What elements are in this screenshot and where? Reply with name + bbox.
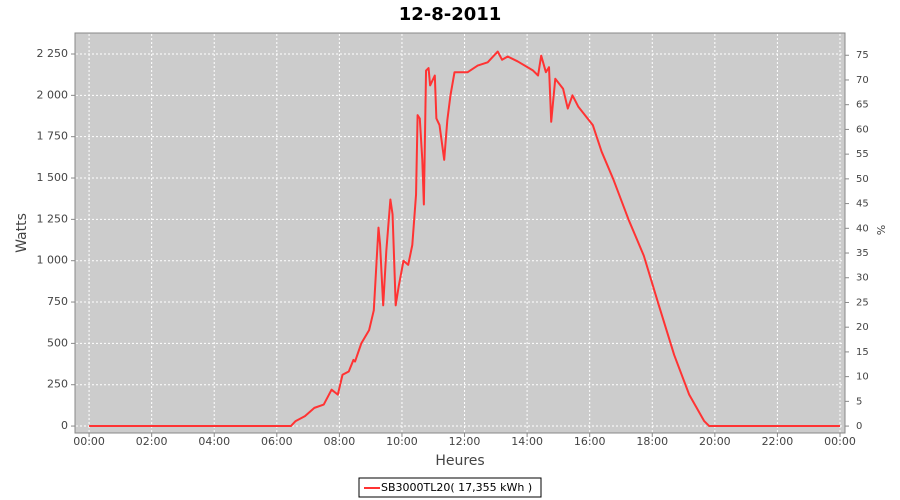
- x-tick-label: 12:00: [449, 435, 481, 448]
- y2-tick-label: 15: [856, 347, 869, 358]
- x-tick-label: 20:00: [699, 435, 731, 448]
- y-tick-label: 750: [47, 295, 68, 308]
- y2-tick-label: 45: [856, 199, 869, 210]
- y2-tick-label: 70: [856, 75, 869, 86]
- x-tick-label: 06:00: [261, 435, 293, 448]
- y2-tick-label: 75: [856, 50, 869, 61]
- y2-axis-label: %: [875, 225, 888, 235]
- y2-tick-label: 30: [856, 273, 869, 284]
- y-tick-label: 500: [47, 336, 68, 349]
- y-tick-label: 2 250: [37, 47, 69, 60]
- y-axis-label: Watts: [14, 213, 30, 253]
- y2-tick-label: 0: [856, 421, 862, 432]
- legend-label: SB3000TL20( 17,355 kWh ): [381, 481, 532, 494]
- y-tick-label: 1 000: [37, 254, 69, 267]
- y2-tick-label: 50: [856, 174, 869, 185]
- x-axis-label: Heures: [435, 453, 484, 469]
- x-tick-label: 00:00: [73, 435, 105, 448]
- y2-tick-label: 35: [856, 248, 869, 259]
- y-tick-label: 1 500: [37, 171, 69, 184]
- x-tick-label: 14:00: [511, 435, 543, 448]
- y2-tick-label: 25: [856, 297, 869, 308]
- chart-title: 12-8-2011: [399, 4, 502, 25]
- y-tick-label: 0: [61, 419, 68, 432]
- plot-area: [74, 32, 846, 434]
- x-tick-label: 16:00: [574, 435, 606, 448]
- y2-tick-label: 40: [856, 223, 869, 234]
- legend: [358, 477, 542, 498]
- y2-tick-label: 10: [856, 372, 869, 383]
- x-tick-label: 08:00: [324, 435, 356, 448]
- data-line: [89, 50, 840, 428]
- x-tick-label: 18:00: [636, 435, 668, 448]
- y-tick-label: 2 000: [37, 88, 69, 101]
- y2-tick-label: 55: [856, 149, 869, 160]
- y-tick-label: 250: [47, 378, 68, 391]
- x-tick-label: 04:00: [198, 435, 230, 448]
- y2-tick-label: 5: [856, 396, 862, 407]
- x-tick-label: 02:00: [136, 435, 168, 448]
- y2-tick-label: 60: [856, 124, 869, 135]
- y-tick-label: 1 250: [37, 212, 69, 225]
- x-tick-label: 00:00: [824, 435, 856, 448]
- y2-tick-label: 65: [856, 100, 869, 111]
- y2-tick-label: 20: [856, 322, 869, 333]
- x-tick-label: 10:00: [386, 435, 418, 448]
- x-tick-label: 22:00: [762, 435, 794, 448]
- y-tick-label: 1 750: [37, 130, 69, 143]
